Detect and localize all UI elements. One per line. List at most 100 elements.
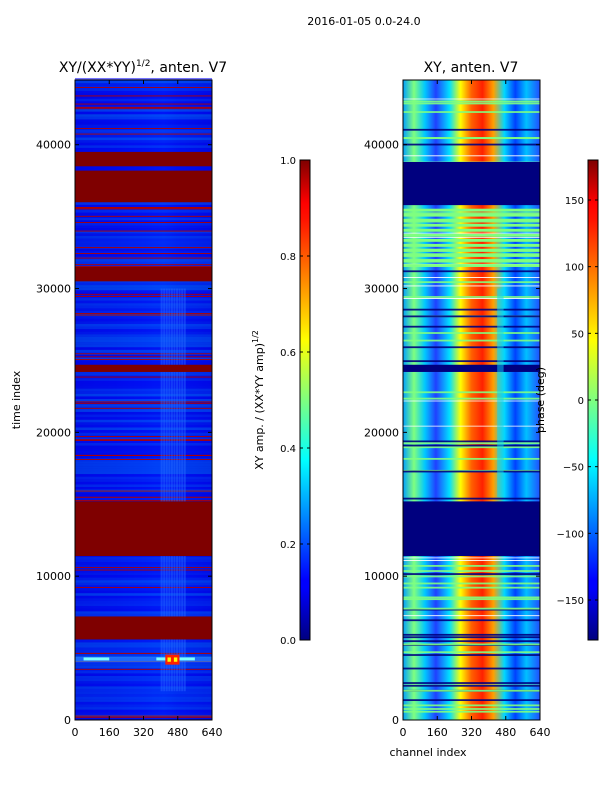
amplitude-time-row xyxy=(75,142,212,146)
amplitude-time-row xyxy=(75,644,212,648)
amplitude-time-row xyxy=(75,440,212,444)
amplitude-time-row xyxy=(75,103,212,107)
amplitude-colorbar-tick-label: 0.6 xyxy=(280,348,296,359)
phase-alt-stripe xyxy=(403,248,540,252)
amplitude-x-tick-label: 160 xyxy=(99,726,120,739)
phase-stripe-row xyxy=(403,212,540,215)
amplitude-time-row xyxy=(75,417,212,420)
amplitude-time-row xyxy=(75,453,212,456)
amplitude-colorbar-tick-label: 0.0 xyxy=(280,636,296,647)
amplitude-time-row xyxy=(75,712,212,715)
amplitude-time-row xyxy=(75,150,212,154)
amplitude-time-row xyxy=(75,681,212,684)
amplitude-time-row xyxy=(75,694,212,697)
amplitude-time-row xyxy=(75,494,212,498)
amplitude-time-row xyxy=(75,96,212,99)
amplitude-time-row xyxy=(75,85,212,89)
amplitude-channel-stripe xyxy=(163,288,166,692)
phase-stripe-row xyxy=(403,710,540,713)
amplitude-time-row xyxy=(75,298,212,301)
amplitude-time-row xyxy=(75,287,212,291)
amplitude-time-row xyxy=(75,212,212,216)
phase-stripe-row xyxy=(403,446,540,449)
phase-stripe-row xyxy=(403,682,540,684)
phase-stripe-row xyxy=(403,643,540,646)
amplitude-time-row xyxy=(75,393,212,397)
phase-alt-stripe xyxy=(403,208,540,212)
amplitude-x-tick-label: 0 xyxy=(72,726,79,739)
amplitude-channel-stripe xyxy=(170,288,173,692)
phase-alt-stripe xyxy=(403,243,540,247)
amplitude-time-row xyxy=(75,230,212,234)
amplitude-time-row xyxy=(75,285,212,288)
amplitude-time-row xyxy=(75,476,212,480)
amplitude-y-tick-label: 30000 xyxy=(36,283,71,296)
amplitude-time-row xyxy=(75,437,212,441)
amplitude-time-row xyxy=(75,696,212,700)
amplitude-time-row xyxy=(75,593,212,596)
amplitude-time-row xyxy=(75,600,212,604)
amplitude-time-row xyxy=(75,388,212,392)
phase-heatmap-plot-area xyxy=(402,79,541,721)
amplitude-time-row xyxy=(75,140,212,143)
phase-stripe-row xyxy=(403,442,540,445)
amplitude-time-row xyxy=(75,655,212,658)
phase-y-tick-label: 20000 xyxy=(364,426,399,439)
phase-colorbar-tick-label: −150 xyxy=(557,596,584,607)
amplitude-time-row xyxy=(75,603,212,607)
phase-alt-stripe xyxy=(403,218,540,222)
phase-heatmap-panel: XY, anten. V7 0 160 320 480 640 0 10000 20000 3… xyxy=(364,60,551,759)
amplitude-time-row xyxy=(75,404,212,407)
phase-stripe-row xyxy=(403,573,540,575)
amplitude-time-row xyxy=(75,344,212,348)
amplitude-time-row xyxy=(75,303,212,306)
amplitude-time-row xyxy=(75,109,212,112)
amplitude-time-row xyxy=(75,124,212,128)
amplitude-time-row xyxy=(75,145,212,148)
amplitude-time-row xyxy=(75,228,212,231)
phase-stripe-row xyxy=(403,704,540,707)
amplitude-time-row xyxy=(75,373,212,376)
amplitude-saturated-band xyxy=(75,151,212,167)
amplitude-time-row xyxy=(75,318,212,322)
amplitude-colorbar: 0.0 0.2 0.4 0.6 0.8 1.0 XY amp. / (XX*YY amp)… xyxy=(251,156,311,647)
phase-stripe-row xyxy=(403,684,540,687)
amplitude-x-tick-label: 640 xyxy=(202,726,223,739)
amplitude-time-row xyxy=(75,310,212,314)
amplitude-time-row xyxy=(75,481,212,485)
amplitude-time-row xyxy=(75,484,212,488)
amplitude-channel-stripe xyxy=(178,288,181,692)
amplitude-time-row xyxy=(75,321,212,324)
amplitude-time-row xyxy=(75,339,212,343)
amplitude-time-row xyxy=(75,238,212,242)
amplitude-time-row xyxy=(75,443,212,446)
amplitude-time-row xyxy=(75,424,212,428)
amplitude-y-tick-label: 40000 xyxy=(36,139,71,152)
amplitude-time-row xyxy=(75,282,212,286)
amplitude-time-row xyxy=(75,670,212,674)
phase-stripe-row xyxy=(403,633,540,636)
phase-heatmap-title: XY, anten. V7 xyxy=(424,60,519,76)
phase-colorbar-tick-label: 0 xyxy=(578,396,584,407)
amplitude-time-row xyxy=(75,556,212,560)
phase-stripe-row xyxy=(403,143,540,146)
amplitude-colorbar-gradient xyxy=(299,159,311,641)
amplitude-time-row xyxy=(75,349,212,353)
phase-stripe-row xyxy=(403,582,540,585)
amplitude-time-row xyxy=(75,678,212,682)
amplitude-time-row xyxy=(75,414,212,418)
phase-stripe-row xyxy=(403,607,540,610)
amplitude-time-row xyxy=(75,264,212,267)
amplitude-time-row xyxy=(75,326,212,330)
phase-stripe-row xyxy=(403,346,540,349)
amplitude-time-row xyxy=(75,575,212,578)
amplitude-time-row xyxy=(75,357,212,361)
phase-flagged-band xyxy=(403,161,540,206)
phase-colorbar: −150 −100 −50 0 50 100 150 phase (deg) xyxy=(534,159,599,641)
amplitude-time-row xyxy=(75,587,212,591)
amplitude-time-row xyxy=(75,83,212,86)
phase-stripe-row xyxy=(403,651,540,654)
amplitude-time-row xyxy=(75,580,212,583)
amplitude-time-row xyxy=(75,432,212,436)
amplitude-time-row xyxy=(75,166,212,169)
